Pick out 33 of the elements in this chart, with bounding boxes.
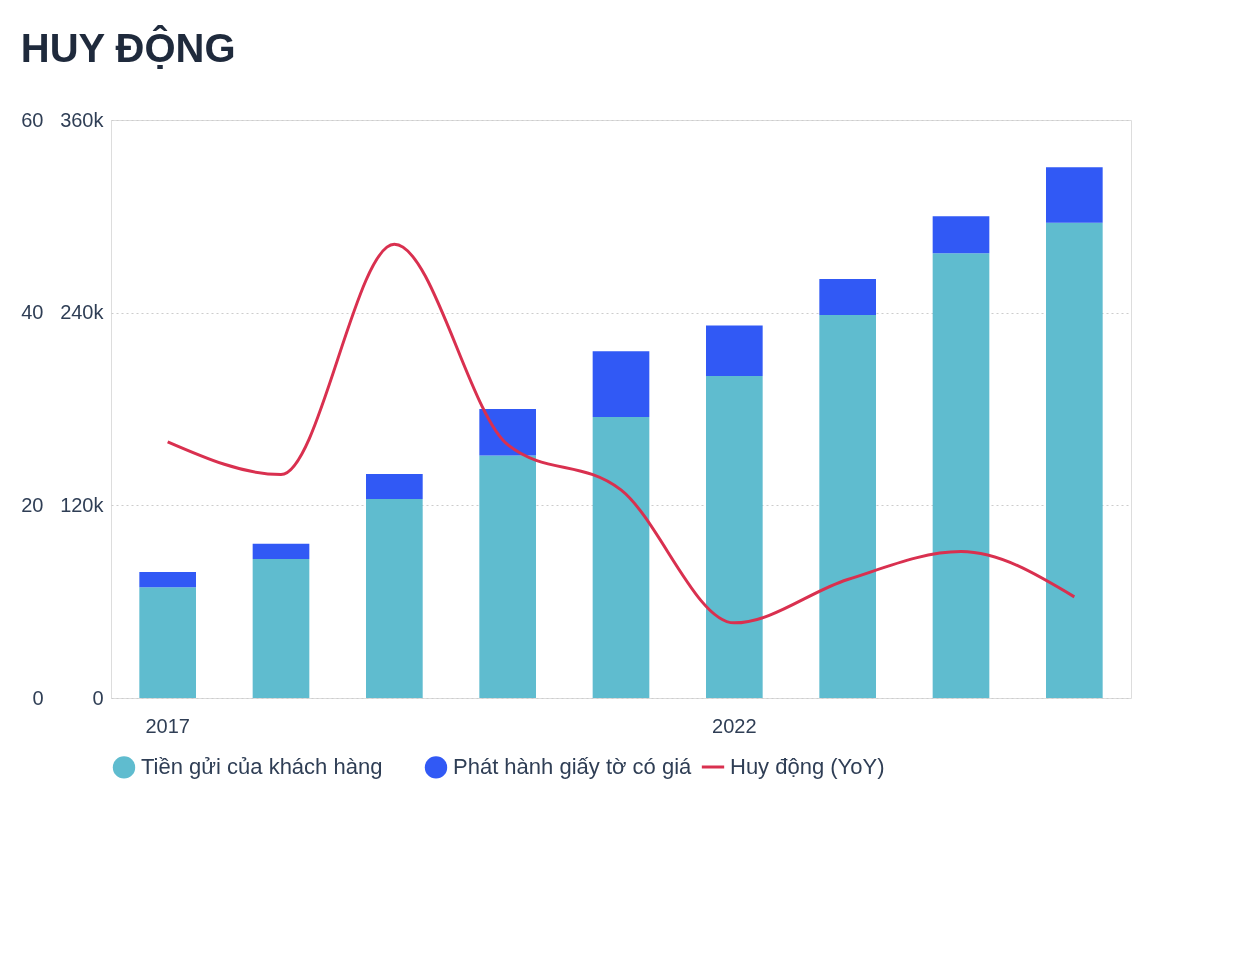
bar [592,351,650,418]
legend-label: Phát hành giấy tờ có giá [453,754,693,780]
bar [706,376,763,698]
y2-tick-label: 120k [60,493,105,516]
bar [706,325,763,377]
bar [366,498,423,698]
x-tick-label: 2017 [145,714,190,737]
bar [366,474,423,499]
x-tick-label: 2022 [712,714,757,737]
legend-label: Tiền gửi của khách hàng [141,754,383,780]
bar [819,278,876,316]
bar [1046,222,1103,698]
bar [139,587,196,698]
y2-tick-label: 0 [92,686,104,709]
legend-label: Huy động (YoY) [730,754,885,779]
y-tick-label: 60 [21,108,44,131]
bar [932,253,990,698]
bar [592,417,650,698]
y-tick-label: 20 [21,493,44,516]
bar [479,455,536,698]
bar [479,409,536,456]
bar [932,216,990,254]
y-tick-label: 40 [21,301,44,324]
y-tick-label: 0 [32,686,44,709]
bar [139,571,196,588]
bar [252,543,310,560]
line-series [166,242,1076,625]
bar [252,559,310,698]
chart-title: HUY ĐỘNG [20,25,236,70]
y2-tick-label: 360k [60,108,105,131]
bar [1046,167,1103,223]
bar [819,315,876,698]
y2-tick-label: 240k [60,301,105,324]
